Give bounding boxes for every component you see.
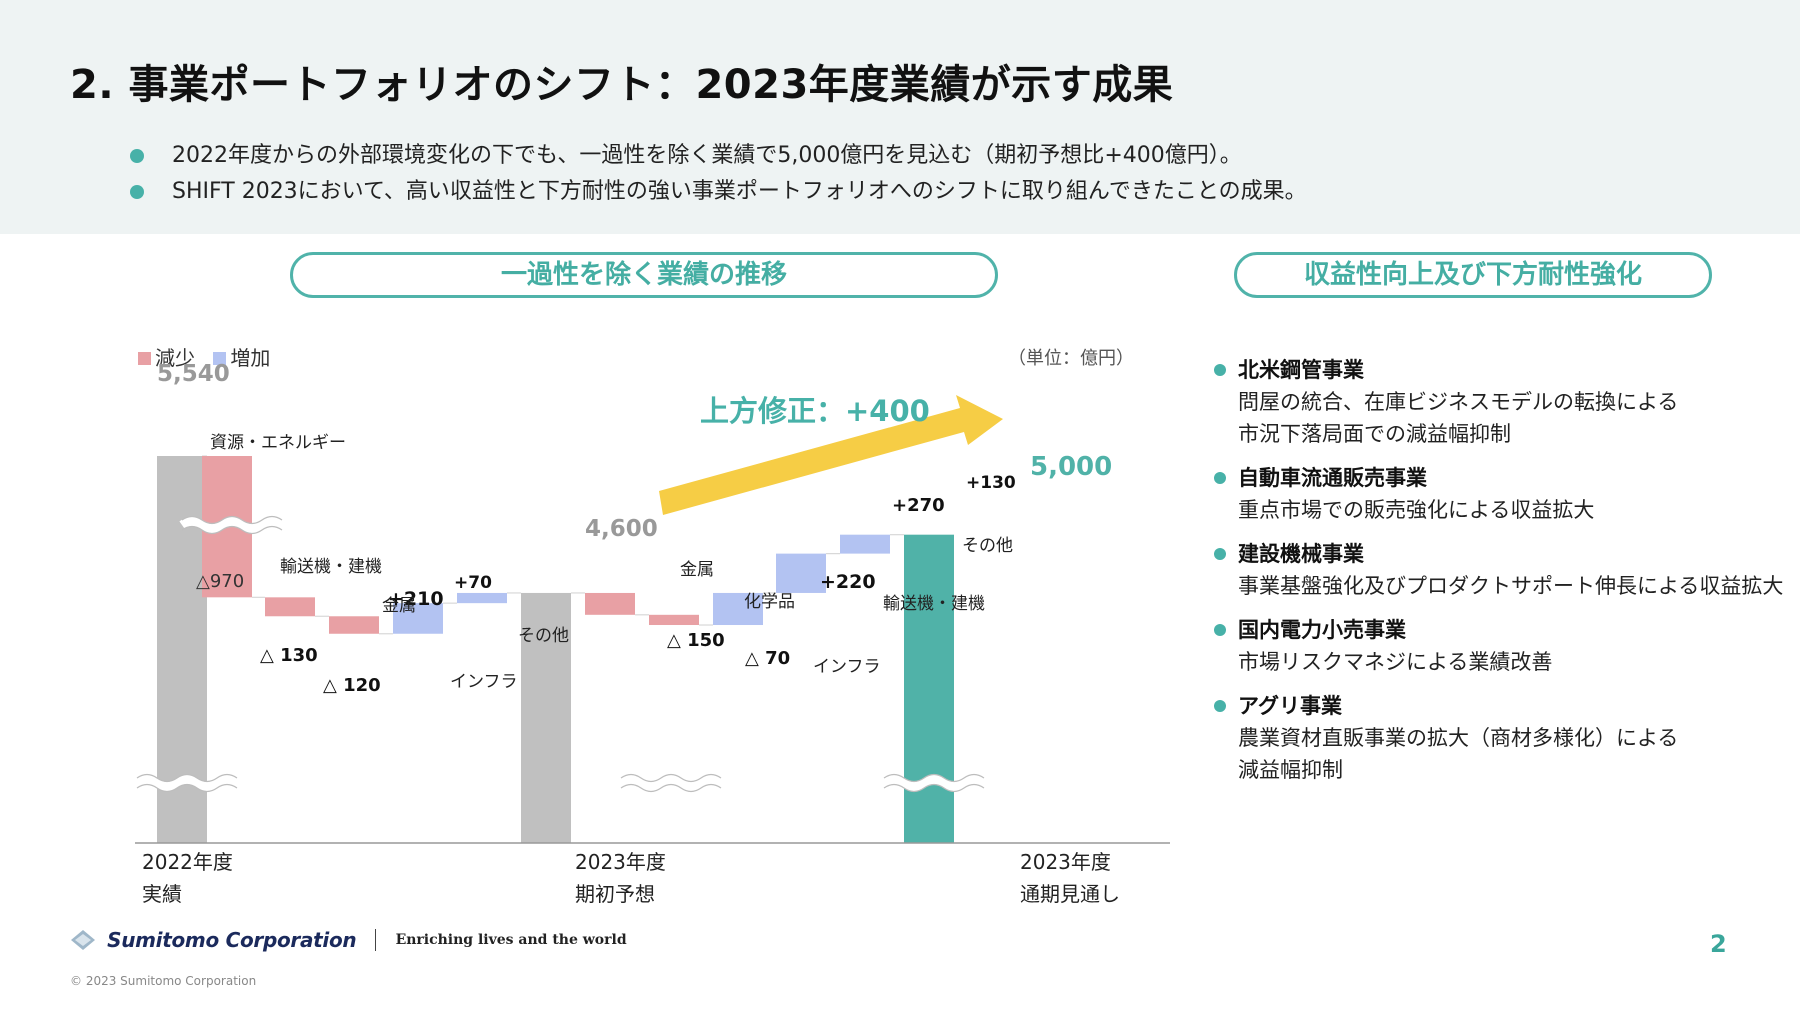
axis-break-mark (618, 775, 724, 791)
upward-revision-arrow (659, 395, 1003, 515)
right-item-desc: 減益幅抑制 (1238, 758, 1343, 782)
right-item-title: 国内電力小売事業 (1238, 618, 1406, 642)
legend-increase: 増加 (213, 346, 270, 370)
axis-break-mark (134, 775, 240, 791)
bar-value-label: 5,540 (157, 361, 230, 387)
company-tagline: Enriching lives and the world (395, 932, 627, 948)
right-item-title: 自動車流通販売事業 (1238, 466, 1427, 490)
bar-break-mark-edge (181, 525, 283, 535)
right-item: 建設機械事業事業基盤強化及びプロダクトサポート伸長による収益拡大 (1214, 538, 1783, 602)
axis-break-mark-edge (883, 783, 985, 793)
bar-break-mark (179, 517, 285, 533)
bar-category-label: 金属 (680, 560, 714, 580)
axis-break-mark-edge (883, 773, 985, 783)
x-axis-label: 2022年度 (142, 850, 233, 874)
bar-break-mark-edge (181, 515, 283, 525)
right-item-list: 北米鋼管事業問屋の統合、在庫ビジネスモデルの転換による 市況下落局面での減益幅抑制… (1214, 354, 1783, 798)
bar-value-label: △ 70 (745, 648, 790, 669)
legend-increase-swatch (213, 351, 227, 365)
axis-break-mark-edge (136, 783, 238, 793)
upward-revision-label: 上方修正：+400 (700, 394, 930, 428)
summary-bullets: 2022年度からの外部環境変化の下でも、一過性を除く業績で5,000億円を見込む… (130, 138, 1307, 210)
bar-category-label: その他 (518, 626, 569, 646)
logo-mark-icon (71, 930, 95, 950)
company-name: Sumitomo Corporation (107, 928, 357, 952)
waterfall-bar-b9 (713, 592, 763, 626)
copyright: © 2023 Sumitomo Corporation (70, 974, 257, 988)
waterfall-bar-b12 (904, 534, 954, 843)
right-item-desc: 重点市場での販売強化による収益拡大 (1238, 498, 1595, 522)
bar-value-label: △ 130 (260, 645, 318, 666)
axis-break-mark-edge (136, 773, 238, 783)
left-section-header: 一過性を除く業績の推移 (290, 252, 998, 298)
bar-category-label: 輸送機・建機 (883, 594, 985, 614)
header-band (0, 0, 1800, 234)
waterfall-bar-b6 (521, 592, 571, 843)
waterfall-bar-b5 (457, 592, 507, 604)
right-item-title: 建設機械事業 (1238, 542, 1364, 566)
bar-value-label: △970 (196, 571, 244, 592)
company-logo: Sumitomo Corporation Enriching lives and… (70, 928, 627, 958)
bar-value-label: 4,600 (585, 516, 658, 542)
axis-break-mark-edge (620, 783, 722, 793)
right-item: アグリ事業農業資材直販事業の拡大（商材多様化）による 減益幅抑制 (1214, 690, 1783, 786)
right-item-title: アグリ事業 (1238, 694, 1342, 718)
summary-bullet: SHIFT 2023において、高い収益性と下方耐性の強い事業ポートフォリオへのシ… (130, 174, 1307, 210)
summary-bullet: 2022年度からの外部環境変化の下でも、一過性を除く業績で5,000億円を見込む… (130, 138, 1307, 174)
x-axis-label: 期初予想 (575, 882, 655, 906)
bar-value-label: △ 120 (323, 675, 381, 696)
bar-value-label: +220 (820, 571, 876, 593)
bar-value-label: +70 (454, 573, 492, 593)
bar-category-label: 金属 (382, 596, 416, 616)
footer-divider (375, 929, 377, 951)
bar-value-label: +270 (892, 495, 945, 516)
waterfall-bar-b10 (776, 553, 826, 593)
bar-category-label: 化学品 (744, 592, 795, 612)
legend-decrease-swatch (138, 351, 151, 365)
right-item: 国内電力小売事業市場リスクマネジによる業績改善 (1214, 614, 1783, 678)
right-item-desc: 問屋の統合、在庫ビジネスモデルの転換による (1238, 390, 1679, 414)
right-item-desc: 市況下落局面での減益幅抑制 (1238, 422, 1511, 446)
page-number: 2 (1710, 930, 1727, 958)
bar-value-label: △ 150 (667, 630, 725, 651)
x-axis-label: 2023年度 (575, 850, 666, 874)
right-item-title: 北米鋼管事業 (1238, 358, 1364, 382)
bar-category-label: インフラ (450, 672, 518, 692)
waterfall-chart: 5,540 △970 △ 130△ 120 +210 +70 4,600 △ 150 △ 70… (134, 361, 1170, 906)
axis-break-mark-edge (620, 773, 722, 783)
x-axis-label: 通期見通し (1020, 882, 1120, 906)
bar-category-label: 輸送機・建機 (280, 557, 382, 577)
right-item: 自動車流通販売事業重点市場での販売強化による収益拡大 (1214, 462, 1783, 526)
right-item-desc: 市場リスクマネジによる業績改善 (1238, 650, 1553, 674)
waterfall-bar-b3 (329, 616, 379, 634)
right-section-header: 収益性向上及び下方耐性強化 (1234, 252, 1712, 298)
bar-category-label: インフラ (813, 657, 881, 677)
waterfall-bar-b11 (840, 534, 890, 554)
right-item-desc: 事業基盤強化及びプロダクトサポート伸長による収益拡大 (1238, 574, 1784, 598)
x-axis-label: 実績 (142, 882, 182, 906)
bar-value-label: +210 (388, 588, 444, 610)
bar-value-label: +130 (966, 473, 1016, 493)
chart-legend: 減少 増加 (138, 342, 282, 371)
page-title: 2. 事業ポートフォリオのシフト：2023年度業績が示す成果 (70, 62, 1174, 108)
bar-category-label: 資源・エネルギー (210, 433, 346, 453)
right-item: 北米鋼管事業問屋の統合、在庫ビジネスモデルの転換による 市況下落局面での減益幅抑制 (1214, 354, 1783, 450)
waterfall-bar-b8 (649, 614, 699, 626)
legend-decrease-label: 減少 (155, 346, 195, 370)
unit-label: （単位：億円） (1008, 348, 1134, 369)
x-axis-label: 2023年度 (1020, 850, 1111, 874)
bar-value-label: 5,000 (1030, 452, 1112, 482)
axis-break-mark (881, 775, 987, 791)
bar-category-label: その他 (962, 536, 1013, 556)
waterfall-bar-b2 (265, 597, 315, 617)
legend-decrease: 減少 (138, 346, 195, 370)
waterfall-bar-b7 (585, 592, 635, 615)
legend-increase-label: 増加 (230, 346, 271, 370)
right-item-desc: 農業資材直販事業の拡大（商材多様化）による (1238, 726, 1679, 750)
waterfall-bar-b4 (393, 603, 443, 634)
